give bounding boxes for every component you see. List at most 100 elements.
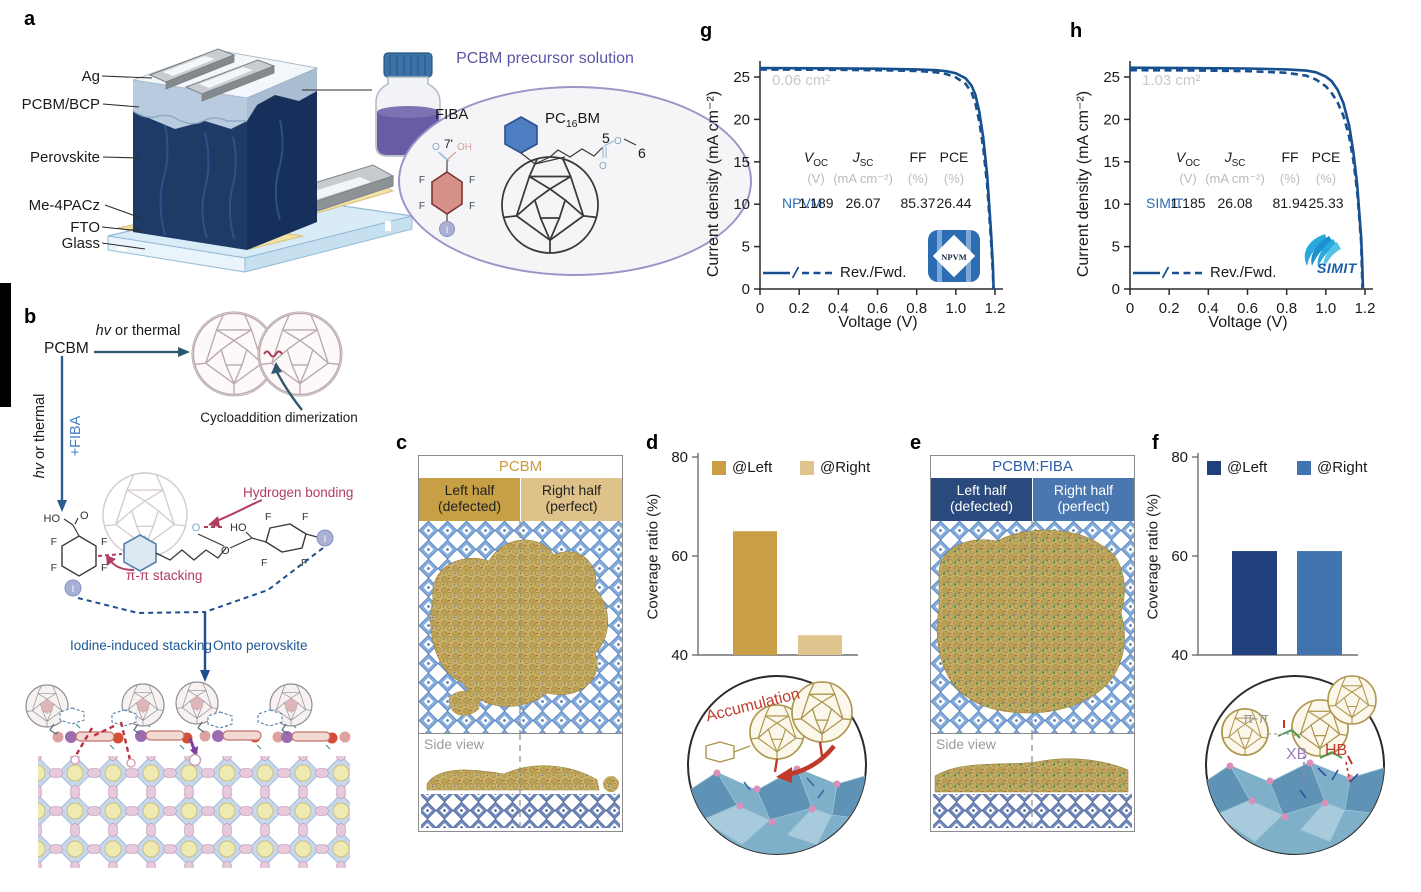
anchored-fullerenes (25, 681, 313, 735)
interactions-inset (1205, 675, 1385, 855)
svg-text:F: F (265, 511, 271, 523)
g-xlabel: Voltage (V) (838, 314, 918, 331)
device-stack-illustration (101, 48, 413, 273)
simit-logo-swoosh (1304, 234, 1341, 268)
surface-molecules (52, 722, 351, 750)
g-jsc-value: 26.07 (845, 195, 881, 211)
thermal-fiba-arrow-down (57, 356, 67, 512)
svg-text:60: 60 (1171, 548, 1188, 565)
svg-text:25: 25 (733, 69, 750, 86)
layer-label-glass: Glass (61, 235, 100, 252)
precursor-molecules: O OH F F F F I O O (419, 116, 637, 254)
h-xlabel: Voltage (V) (1208, 314, 1288, 331)
h-unit-v: (V) (1179, 171, 1197, 186)
f-legend-swatch-left (1207, 461, 1221, 475)
g-pce-value: 26.44 (936, 195, 972, 211)
iodine-stacking-label: Iodine-induced stacking (70, 638, 212, 653)
svg-text:O: O (221, 545, 230, 557)
pcbm-fiba-right-header: Right half (perfect) (1033, 478, 1134, 521)
pc16bm-structure: O O (501, 116, 637, 254)
plus-fiba-label: +FIBA (68, 415, 84, 457)
g-legend-label: Rev./Fwd. (840, 264, 907, 281)
gold-fullerenes (705, 681, 853, 773)
coverage-chart-pcbm-fiba: 40 60 80 (1171, 449, 1358, 664)
pcbm-fiba-left-header: Left half (defected) (931, 478, 1032, 521)
h-row-label: SIMIT (1146, 195, 1184, 211)
h-unit-ma: (mA cm⁻²) (1205, 171, 1265, 186)
panel-label-c: c (396, 432, 408, 454)
d-legend-swatch-left (712, 461, 726, 475)
ag-electrodes (148, 48, 276, 102)
svg-text:5: 5 (742, 239, 750, 256)
solution-title: PCBM precursor solution (456, 50, 634, 67)
jv-chart-npvm: 0 0.2 0.4 0.6 0.8 1.0 1.2 0 5 10 15 20 25 (733, 61, 1006, 317)
h-unit-pce: (%) (1315, 171, 1337, 186)
svg-text:F: F (101, 562, 107, 574)
g-unit-pce: (%) (943, 171, 965, 186)
svg-text:F: F (302, 511, 308, 523)
pcbm-topview-sim (419, 521, 622, 733)
svg-text:0.6: 0.6 (867, 300, 888, 317)
g-col-pce: PCE (939, 149, 969, 165)
svg-text:20: 20 (733, 111, 750, 128)
svg-text:F: F (469, 175, 475, 186)
g-row-label: NPVM (782, 195, 823, 211)
pcbm-reactant-label: PCBM (44, 340, 89, 357)
pcbm-right-header: Right half (perfect) (521, 478, 622, 521)
layer-label-perovskite: Perovskite (29, 149, 100, 166)
svg-text:F: F (101, 536, 107, 548)
layer-label-ag: Ag (81, 68, 100, 85)
pcbm-fiba-sim-title: PCBM:FIBA (992, 458, 1073, 475)
dimer-fullerenes (191, 311, 343, 411)
d-legend-label-right: @Right (820, 459, 871, 476)
h-ff-value: 81.94 (1272, 195, 1308, 211)
svg-text:0: 0 (1126, 300, 1134, 317)
pcbm-sim-title: PCBM (498, 458, 543, 475)
convergence-arrows (77, 547, 324, 682)
svg-text:0: 0 (1112, 281, 1120, 298)
h-legend-label: Rev./Fwd. (1210, 264, 1277, 281)
panel-label-d: d (646, 432, 659, 454)
g-unit-v: (V) (807, 171, 825, 186)
reaction-scheme: HO O F F F F I O HO O F F F F I (25, 311, 351, 868)
svg-text:40: 40 (671, 647, 688, 664)
pcbm-fiba-sideview-sim: Side view (931, 733, 1134, 831)
svg-text:O: O (599, 161, 607, 172)
svg-text:O: O (432, 142, 440, 153)
f-legend-swatch-right (1297, 461, 1311, 475)
svg-text:80: 80 (671, 449, 688, 466)
jv-chart-simit: 0 0.2 0.4 0.6 0.8 1.0 1.2 0 5 10 15 20 25 (1103, 61, 1376, 317)
interaction-bonds (70, 721, 202, 768)
svg-text:F: F (419, 201, 425, 212)
layer-label-me4pacz: Me-4PACz (28, 197, 100, 214)
h-col-ff: FF (1281, 149, 1299, 165)
panel-label-a: a (24, 8, 36, 30)
svg-text:0.8: 0.8 (906, 300, 927, 317)
svg-text:0: 0 (742, 281, 750, 298)
pi-pi-inset-label: π-π (1243, 710, 1269, 727)
npvm-logo-text: NPVM (941, 252, 967, 262)
thermal-arrow-right (94, 347, 190, 357)
pc16bm-label: PC16BM (545, 110, 601, 130)
accumulation-inset (687, 675, 867, 855)
fiba-structure: O OH F F F F I (419, 142, 475, 237)
g-col-ff: FF (909, 149, 927, 165)
pcbm-sideview-sim: Side view (419, 733, 622, 831)
h-pce-value: 25.33 (1308, 195, 1344, 211)
panel-label-g: g (700, 20, 713, 42)
hb-inset-label: HB (1325, 742, 1348, 759)
carbon-5-label: 5 (602, 130, 610, 146)
h-ylabel: Current density (mA cm⁻²) (1075, 90, 1092, 278)
panel-label-b: b (24, 306, 37, 328)
svg-text:1.2: 1.2 (1355, 300, 1376, 317)
svg-text:0.4: 0.4 (828, 300, 849, 317)
svg-text:I: I (446, 225, 449, 235)
svg-text:1.2: 1.2 (985, 300, 1006, 317)
svg-text:O: O (80, 510, 89, 522)
h-unit-ff: (%) (1279, 171, 1301, 186)
svg-text:F: F (51, 536, 57, 548)
coverage-chart-pcbm: 40 60 80 (671, 449, 858, 664)
svg-text:F: F (261, 557, 267, 569)
svg-text:0.2: 0.2 (789, 300, 810, 317)
g-unit-ff: (%) (907, 171, 929, 186)
